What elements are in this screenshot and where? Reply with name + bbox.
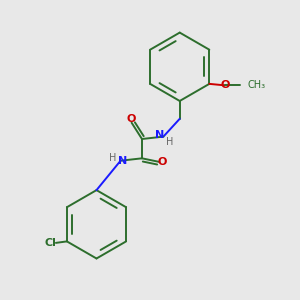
Text: N: N <box>118 156 128 166</box>
Text: O: O <box>127 114 136 124</box>
Text: H: H <box>166 137 174 147</box>
Text: Cl: Cl <box>44 238 56 248</box>
Text: CH₃: CH₃ <box>248 80 266 90</box>
Text: O: O <box>158 158 167 167</box>
Text: N: N <box>155 130 164 140</box>
Text: O: O <box>220 80 230 90</box>
Text: H: H <box>110 153 117 163</box>
